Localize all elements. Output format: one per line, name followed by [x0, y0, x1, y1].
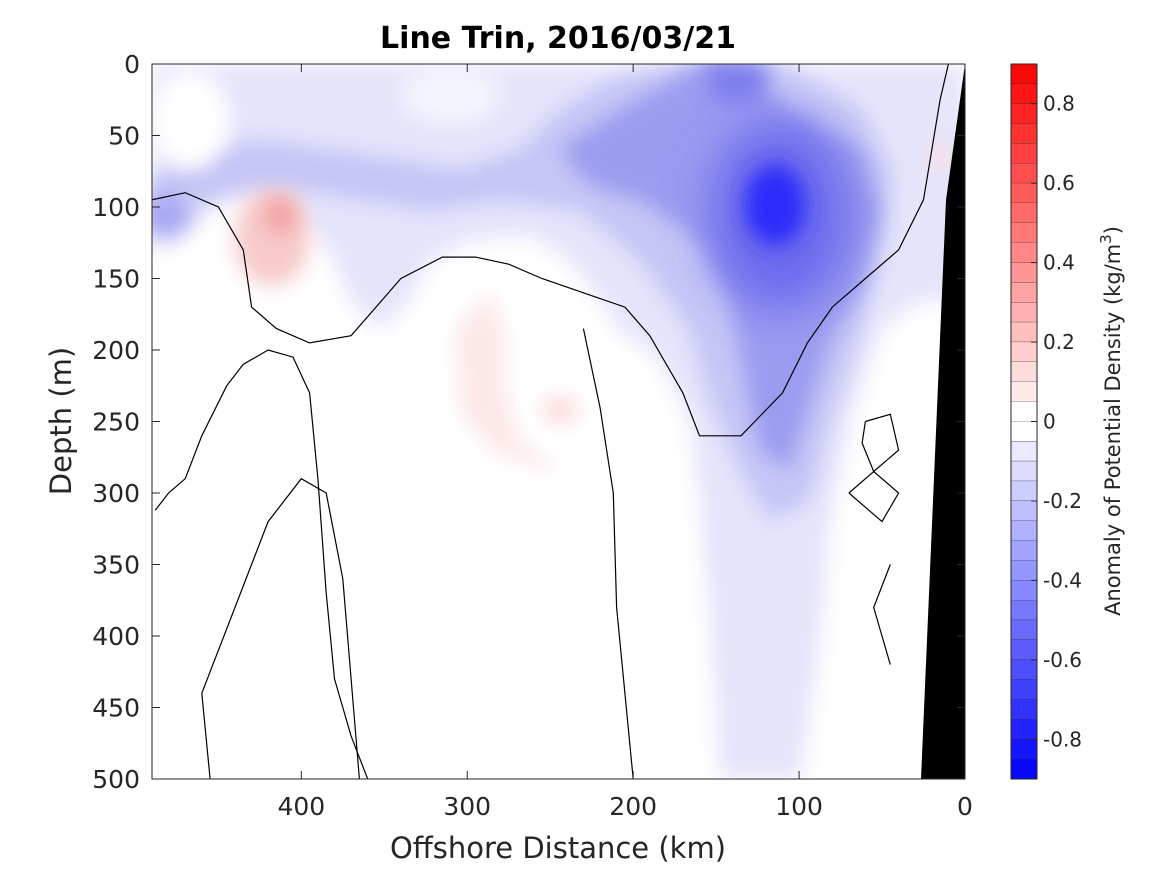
topography-mask [921, 64, 965, 779]
y-axis-label: Depth (m) [44, 347, 78, 495]
x-tick-label: 100 [775, 792, 823, 821]
colorbar-segment [1011, 342, 1037, 363]
zero-contour [201, 477, 360, 779]
colorbar-tick-label: -0.6 [1043, 648, 1082, 672]
colorbar-segment [1011, 441, 1037, 462]
x-tick-label: 200 [609, 792, 657, 821]
colorbar-segment [1011, 520, 1037, 542]
colorbar-segment [1011, 401, 1037, 422]
colorbar-segment [1011, 500, 1037, 522]
colorbar-tick-label: -0.8 [1043, 727, 1082, 751]
x-tick-label: 300 [443, 792, 491, 821]
colorbar-segment [1011, 659, 1037, 681]
zero-contour [582, 328, 634, 779]
colorbar-segment [1011, 183, 1037, 204]
colorbar-segment [1011, 679, 1037, 701]
y-tick-label: 450 [92, 694, 140, 723]
y-tick-label: 200 [92, 336, 140, 365]
x-axis: 400 300 200 100 0 [277, 64, 973, 821]
colorbar-segment [1011, 461, 1037, 482]
colorbar-segment [1011, 381, 1037, 403]
colorbar-segment [1011, 699, 1037, 720]
colorbar-segment [1011, 143, 1037, 164]
near-zero-region [400, 65, 500, 125]
colorbar-segment [1011, 580, 1037, 601]
colorbar-segment [1011, 739, 1037, 760]
y-tick-label: 400 [92, 622, 140, 651]
colorbar-label: Anomaly of Potential Density (kg/m3) [1097, 226, 1125, 616]
colorbar-segment [1011, 103, 1037, 125]
negative-core-inner [745, 165, 805, 245]
colorbar-tick-label: -0.4 [1043, 568, 1082, 592]
near-zero-region-west [152, 70, 230, 170]
western-negative-tongue [152, 193, 190, 237]
zero-contour [154, 363, 244, 511]
colorbar-label-sup: 3 [1097, 234, 1115, 244]
colorbar-tick-label: -0.2 [1043, 489, 1082, 513]
surface-negative-patch [700, 64, 770, 105]
colorbar-tick-label: 0.4 [1043, 251, 1075, 275]
colorbar-segment [1011, 64, 1037, 85]
positive-anomaly-main-core [264, 195, 296, 235]
positive-anomaly-mid [455, 290, 560, 470]
colorbar-segment [1011, 600, 1037, 621]
colorbar-segment [1011, 222, 1037, 244]
zero-contour [152, 64, 949, 437]
colorbar-segment [1011, 560, 1037, 581]
colorbar-ticks: 0.8 0.6 0.4 0.2 0 -0.2 -0.4 -0.6 -0.8 [1031, 92, 1082, 751]
colorbar-segment [1011, 361, 1037, 383]
colorbar-segment [1011, 123, 1037, 144]
y-axis: 0 50 100 150 200 250 300 350 400 450 500 [92, 50, 965, 794]
zero-contour [848, 470, 900, 523]
x-axis-label: Offshore Distance (km) [390, 831, 726, 865]
colorbar-segment [1011, 302, 1037, 323]
y-tick-label: 350 [92, 551, 140, 580]
colorbar-tick-label: 0 [1043, 410, 1056, 434]
y-tick-label: 100 [92, 193, 140, 222]
y-tick-label: 150 [92, 265, 140, 294]
colorbar-tick-label: 0.8 [1043, 92, 1075, 116]
colorbar-segment [1011, 163, 1037, 184]
zero-contour [861, 413, 900, 473]
colorbar-segment [1011, 639, 1037, 661]
y-tick-label: 300 [92, 479, 140, 508]
colorbar-segment [1011, 282, 1037, 303]
colorbar-label-end: ) [1101, 226, 1125, 234]
colorbar-label-main: Anomaly of Potential Density (kg/m [1101, 244, 1125, 616]
y-tick-label: 50 [108, 122, 140, 151]
chart-title: Line Trin, 2016/03/21 [380, 21, 736, 56]
colorbar-segment [1011, 322, 1037, 343]
positive-anomaly-small [542, 396, 578, 424]
colorbar-segment [1011, 719, 1037, 740]
x-tick-label: 400 [277, 792, 325, 821]
colorbar-segment [1011, 481, 1037, 502]
colorbar-segment [1011, 262, 1037, 283]
colorbar-tick-label: 0.2 [1043, 330, 1075, 354]
colorbar-segment [1011, 540, 1037, 562]
y-tick-label: 250 [92, 408, 140, 437]
anomaly-field [152, 64, 965, 779]
zero-contour [243, 349, 369, 779]
colorbar-segment [1011, 203, 1037, 224]
colorbar-segment [1011, 421, 1037, 442]
colorbar-segment [1011, 83, 1037, 105]
y-tick-label: 500 [92, 765, 140, 794]
y-tick-label: 0 [124, 50, 140, 79]
colorbar-tick-label: 0.6 [1043, 171, 1075, 195]
positive-anomaly-coast [930, 140, 950, 170]
x-tick-label: 0 [957, 792, 973, 821]
colorbar-segment [1011, 242, 1037, 264]
zero-contour-lines [152, 64, 949, 779]
colorbar-segment [1011, 620, 1037, 641]
zero-contour [873, 564, 891, 665]
colorbar-segment [1011, 759, 1037, 780]
